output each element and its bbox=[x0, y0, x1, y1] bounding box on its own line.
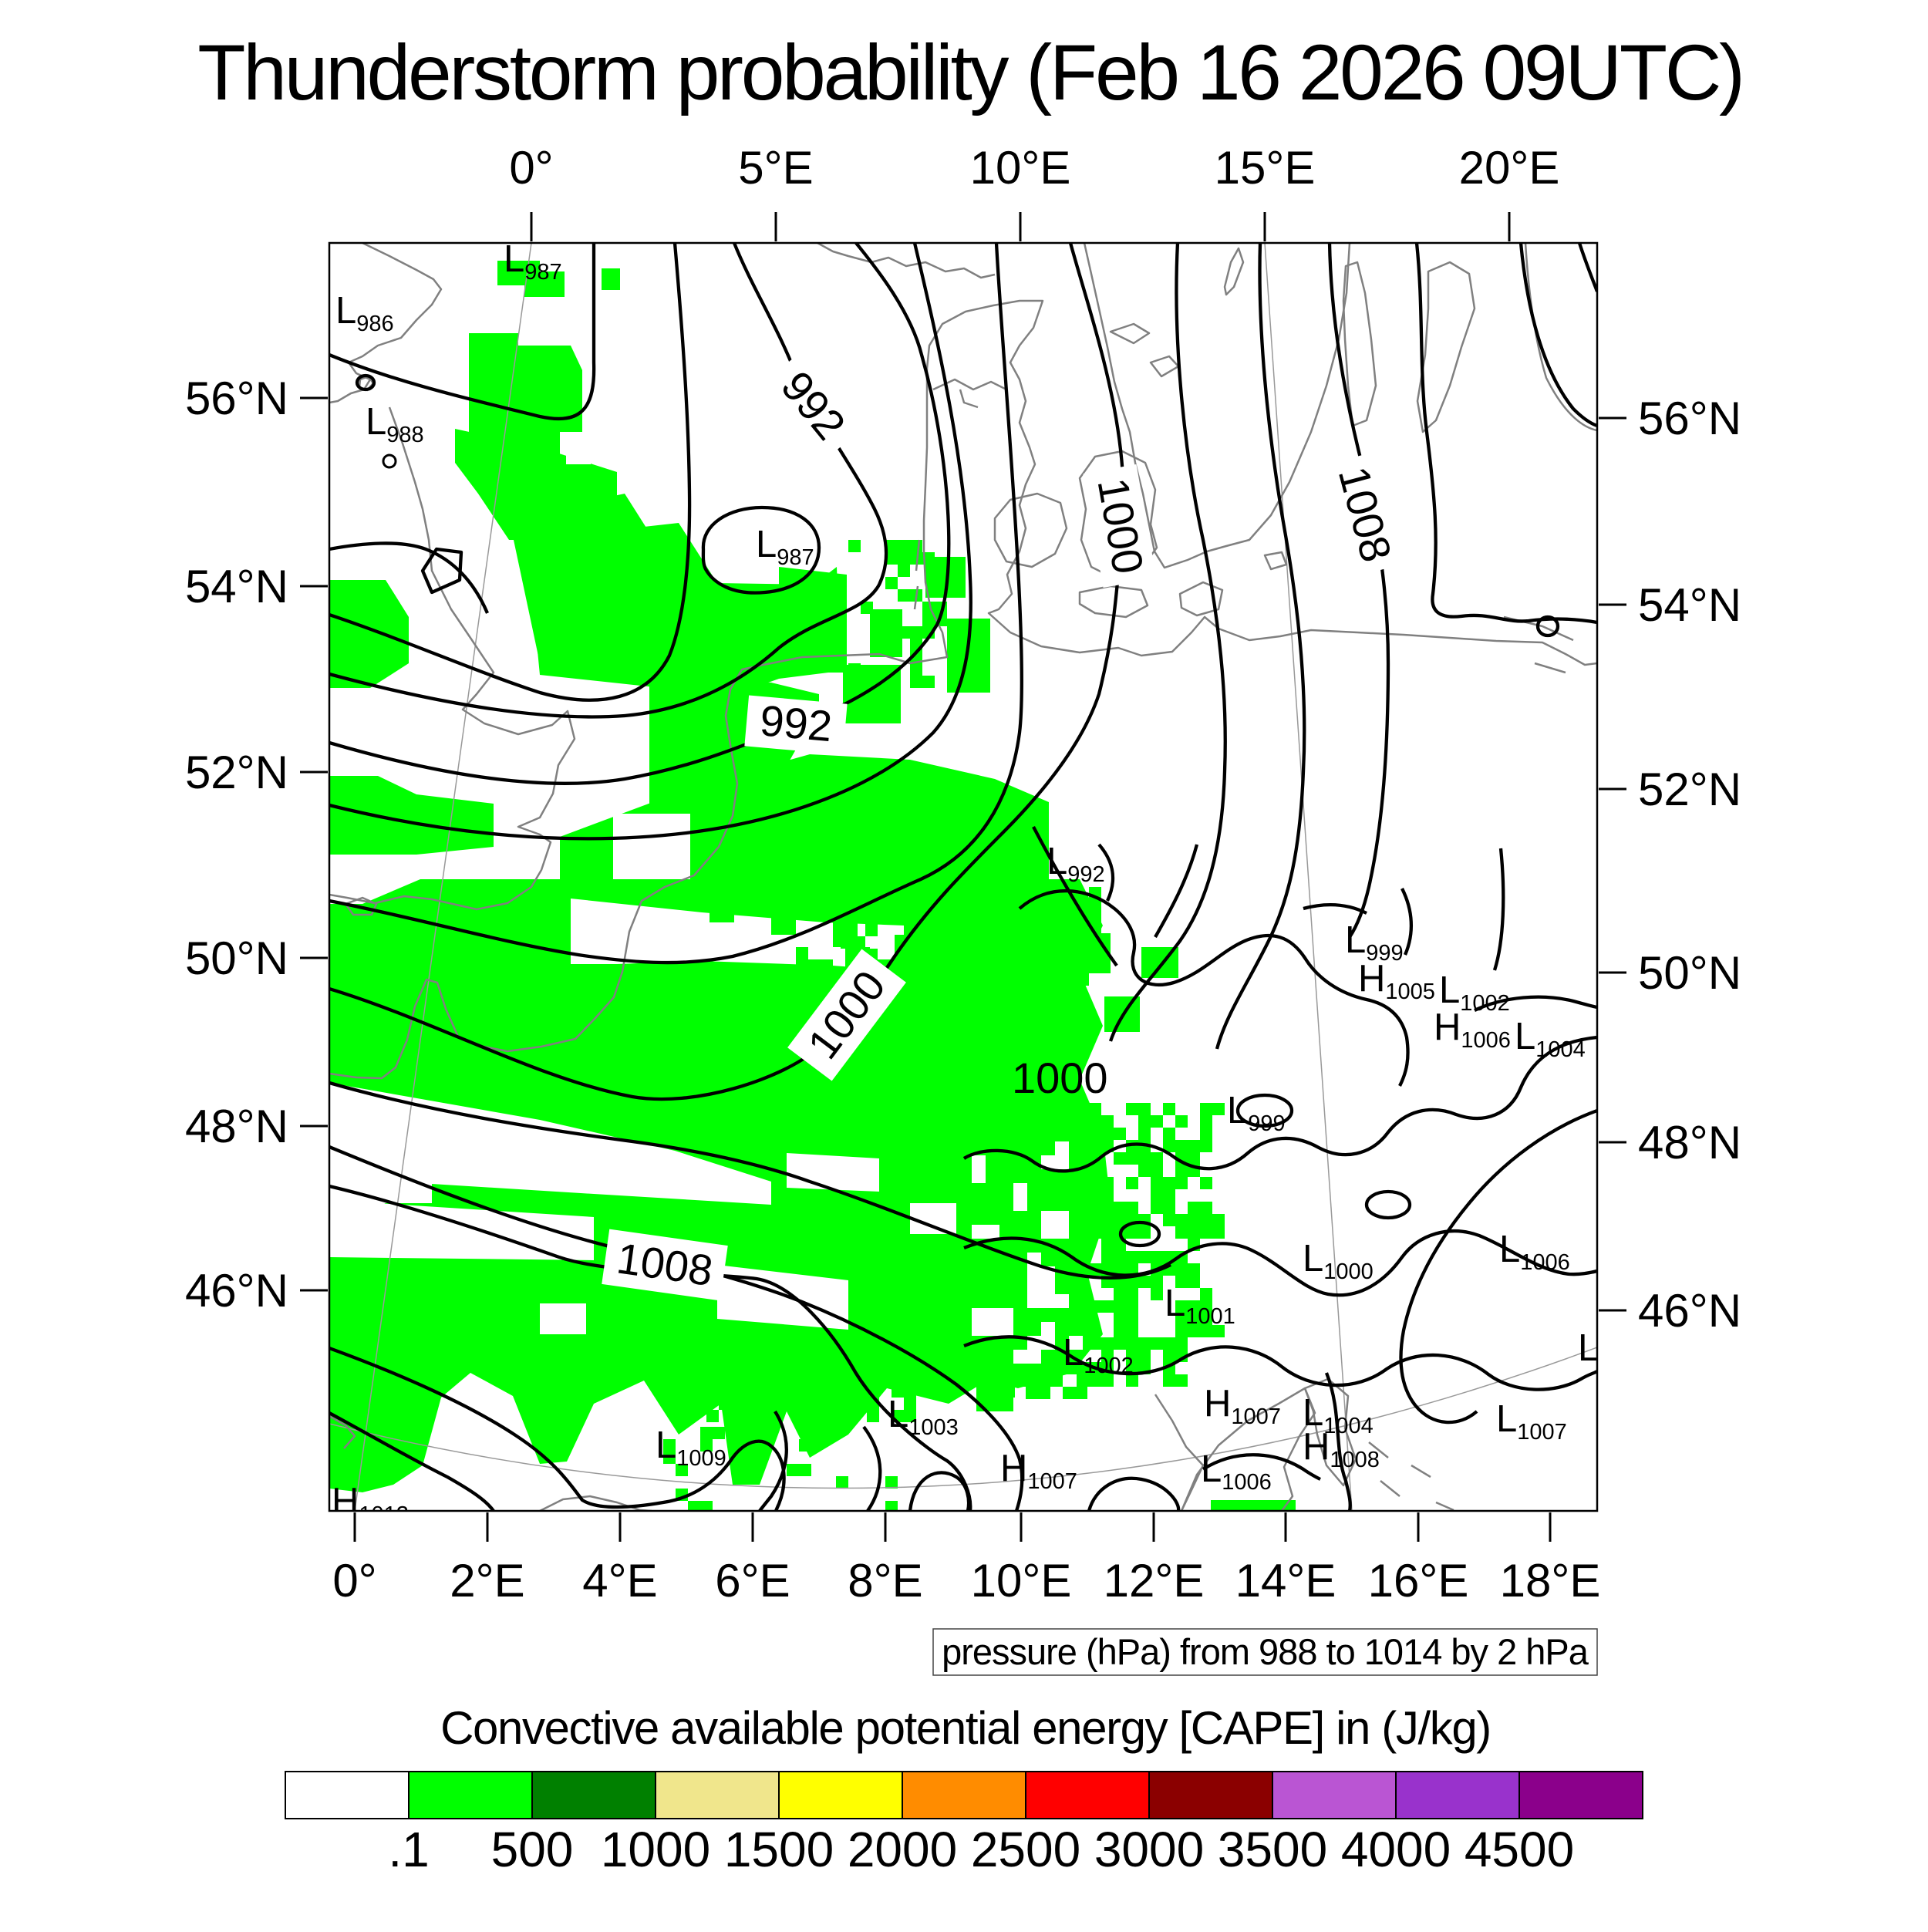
svg-text:500: 500 bbox=[491, 1822, 574, 1877]
svg-text:16°E: 16°E bbox=[1368, 1555, 1469, 1607]
svg-text:54°N: 54°N bbox=[1638, 579, 1741, 631]
svg-text:50°N: 50°N bbox=[1638, 947, 1741, 999]
svg-text:H1007: H1007 bbox=[1204, 1383, 1281, 1429]
svg-text:1000: 1000 bbox=[1012, 1054, 1108, 1102]
svg-text:0°: 0° bbox=[332, 1555, 376, 1607]
svg-text:L1004: L1004 bbox=[1515, 1016, 1586, 1062]
svg-text:2500: 2500 bbox=[971, 1822, 1080, 1877]
svg-text:10°E: 10°E bbox=[971, 1555, 1072, 1607]
svg-text:12°E: 12°E bbox=[1104, 1555, 1205, 1607]
svg-text:H1007: H1007 bbox=[1000, 1448, 1077, 1494]
svg-text:L1001: L1001 bbox=[1165, 1283, 1235, 1329]
svg-text:50°N: 50°N bbox=[185, 932, 288, 984]
svg-text:L1006: L1006 bbox=[1499, 1229, 1570, 1275]
svg-text:5°E: 5°E bbox=[738, 142, 813, 194]
svg-text:L1007: L1007 bbox=[1496, 1398, 1567, 1445]
svg-text:48°N: 48°N bbox=[185, 1101, 288, 1152]
svg-text:1000: 1000 bbox=[1088, 474, 1153, 578]
svg-text:pressure (hPa) from 988 to 101: pressure (hPa) from 988 to 1014 by 2 hPa bbox=[942, 1631, 1589, 1672]
svg-text:Thunderstorm probability (Feb: Thunderstorm probability (Feb 16 2026 09… bbox=[197, 29, 1742, 116]
svg-text:56°N: 56°N bbox=[185, 373, 288, 424]
svg-text:1008: 1008 bbox=[1330, 461, 1401, 567]
svg-text:20°E: 20°E bbox=[1459, 142, 1560, 194]
svg-text:2000: 2000 bbox=[848, 1822, 957, 1877]
svg-text:1500: 1500 bbox=[724, 1822, 834, 1877]
svg-text:3500: 3500 bbox=[1218, 1822, 1327, 1877]
svg-text:52°N: 52°N bbox=[185, 747, 288, 798]
svg-text:6°E: 6°E bbox=[715, 1555, 790, 1607]
svg-text:56°N: 56°N bbox=[1638, 393, 1741, 444]
svg-text:14°E: 14°E bbox=[1235, 1555, 1336, 1607]
svg-text:18°E: 18°E bbox=[1500, 1555, 1601, 1607]
svg-text:4000: 4000 bbox=[1341, 1822, 1451, 1877]
svg-text:48°N: 48°N bbox=[1638, 1117, 1741, 1168]
svg-text:0°: 0° bbox=[509, 142, 553, 194]
svg-text:L100: L100 bbox=[1578, 1327, 1636, 1374]
svg-text:.1: .1 bbox=[388, 1822, 429, 1877]
svg-text:L986: L986 bbox=[335, 290, 394, 336]
svg-text:992: 992 bbox=[758, 696, 834, 750]
svg-text:46°N: 46°N bbox=[1638, 1285, 1741, 1337]
svg-text:L1000: L1000 bbox=[1303, 1238, 1374, 1284]
svg-text:46°N: 46°N bbox=[185, 1265, 288, 1317]
svg-text:L992: L992 bbox=[1047, 841, 1105, 887]
svg-text:L987: L987 bbox=[756, 524, 814, 570]
svg-text:4500: 4500 bbox=[1465, 1822, 1574, 1877]
svg-text:10°E: 10°E bbox=[970, 142, 1071, 194]
svg-text:4°E: 4°E bbox=[582, 1555, 657, 1607]
svg-text:52°N: 52°N bbox=[1638, 764, 1741, 815]
svg-text:3000: 3000 bbox=[1094, 1822, 1204, 1877]
svg-text:1000: 1000 bbox=[601, 1822, 710, 1877]
svg-text:Convective available potential: Convective available potential energy [C… bbox=[440, 1702, 1491, 1754]
svg-text:54°N: 54°N bbox=[185, 561, 288, 612]
svg-text:L987: L987 bbox=[504, 238, 562, 285]
svg-text:15°E: 15°E bbox=[1215, 142, 1316, 194]
svg-text:L988: L988 bbox=[366, 401, 424, 447]
svg-text:8°E: 8°E bbox=[848, 1555, 922, 1607]
svg-text:2°E: 2°E bbox=[450, 1555, 524, 1607]
